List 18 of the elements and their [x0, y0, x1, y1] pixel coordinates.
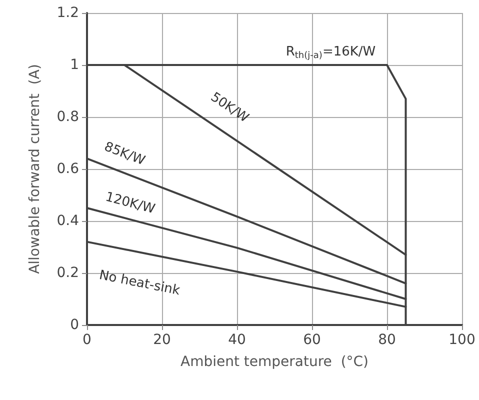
x-tick-label: 20: [153, 332, 171, 348]
x-tick-label: 80: [378, 332, 396, 348]
x-axis-title: Ambient temperature (°C): [180, 354, 369, 370]
y-axis-title: Allowable forward current (A): [27, 64, 43, 274]
y-tick-label: 1.2: [56, 5, 79, 21]
y-tick-label: 1: [70, 57, 79, 73]
x-tick-label: 60: [303, 332, 321, 348]
y-tick-label: 0.4: [56, 213, 80, 229]
text: 85K/W: [102, 139, 148, 169]
y-tick-label: 0: [70, 317, 79, 333]
y-tick-label: 0.6: [56, 161, 80, 177]
y-tick-label: 0.2: [56, 265, 79, 281]
x-tick-label: 0: [82, 332, 92, 348]
text: No heat-sink: [98, 268, 182, 299]
text: 120K/W: [104, 190, 157, 218]
x-tick-label: 100: [448, 332, 476, 348]
y-tick-label: 0.8: [56, 109, 79, 125]
x-tick-label: 40: [228, 332, 246, 348]
